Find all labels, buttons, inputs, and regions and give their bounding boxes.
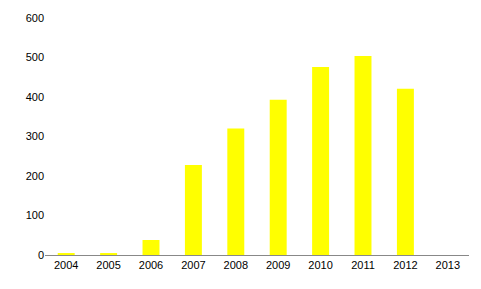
- svg-text:2012: 2012: [393, 259, 417, 271]
- svg-text:100: 100: [26, 209, 44, 221]
- svg-text:2010: 2010: [308, 259, 332, 271]
- svg-text:0: 0: [38, 249, 44, 261]
- svg-text:2007: 2007: [181, 259, 205, 271]
- svg-text:600: 600: [26, 12, 44, 24]
- svg-text:2004: 2004: [54, 259, 78, 271]
- svg-text:2009: 2009: [266, 259, 290, 271]
- svg-text:400: 400: [26, 91, 44, 103]
- svg-text:200: 200: [26, 170, 44, 182]
- svg-text:2013: 2013: [436, 259, 460, 271]
- svg-text:2005: 2005: [96, 259, 120, 271]
- svg-text:2006: 2006: [139, 259, 163, 271]
- svg-text:2008: 2008: [224, 259, 248, 271]
- svg-text:300: 300: [26, 130, 44, 142]
- svg-text:500: 500: [26, 51, 44, 63]
- svg-text:2011: 2011: [351, 259, 375, 271]
